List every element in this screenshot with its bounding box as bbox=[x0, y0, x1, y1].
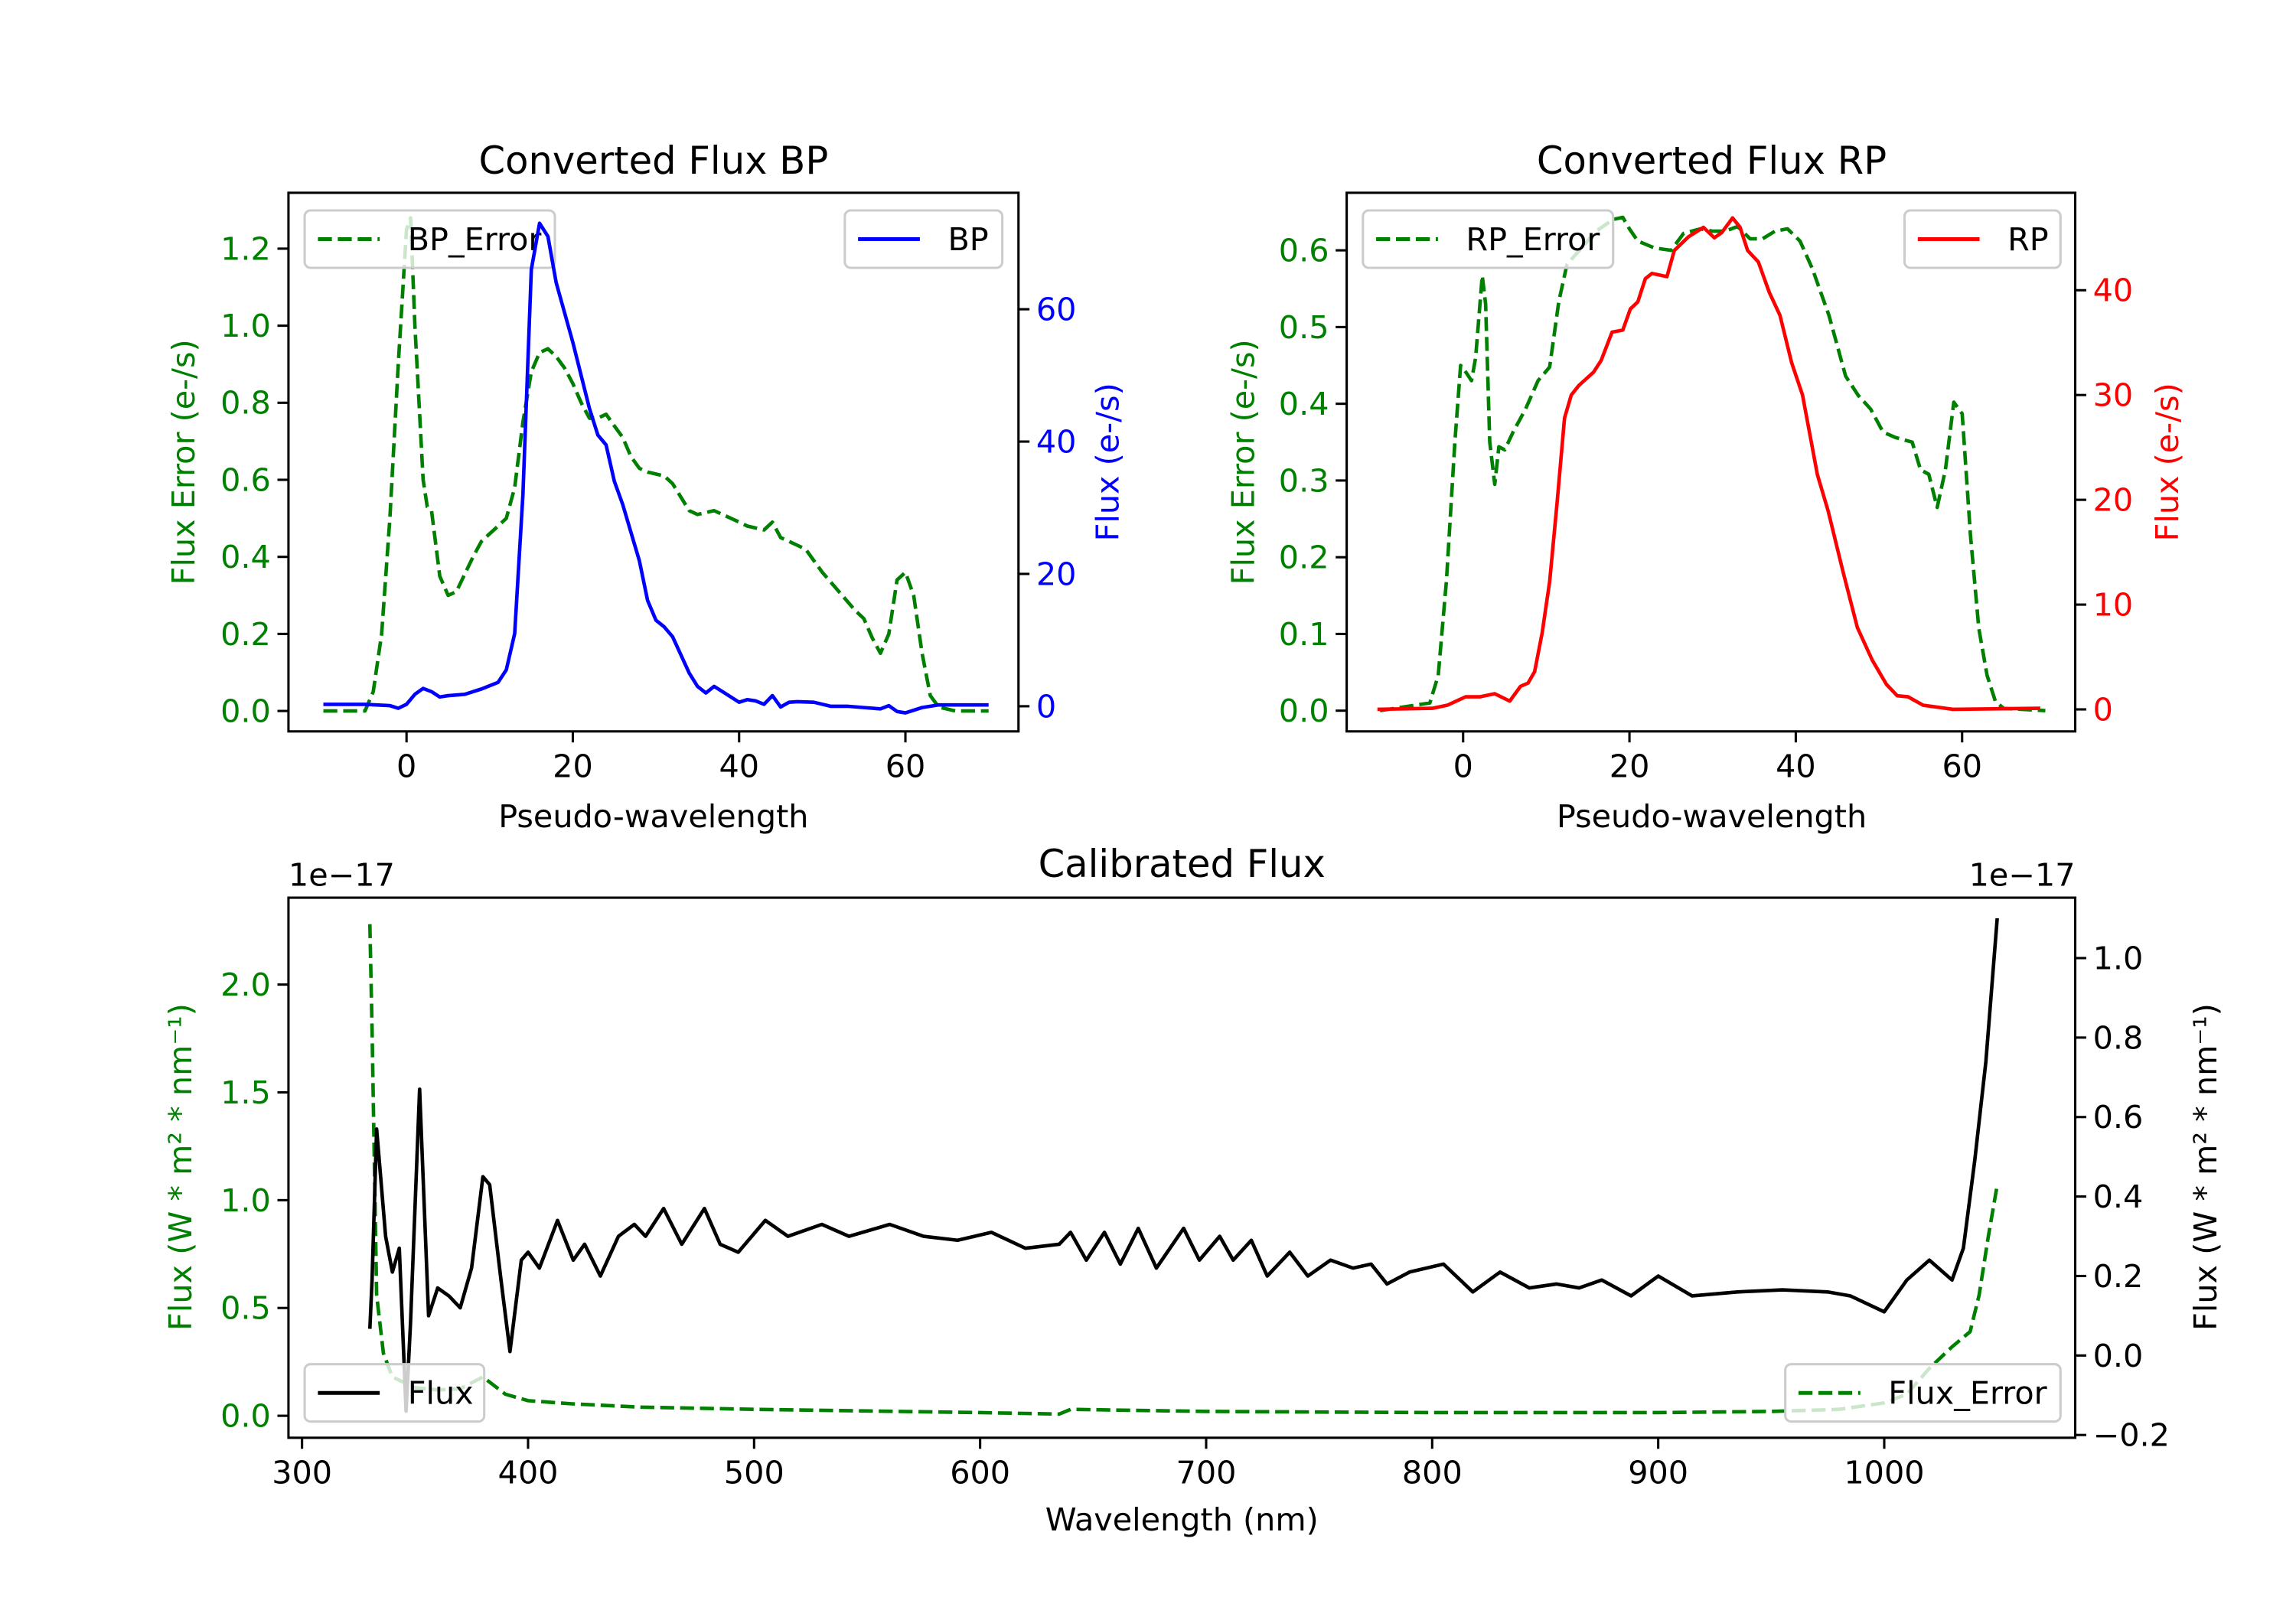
rp-error-legend: RP_Error bbox=[1362, 209, 1615, 269]
y-left-tick-label: 1.5 bbox=[220, 1074, 271, 1111]
y-left-tick-label: 0.2 bbox=[1279, 539, 1329, 576]
y-right-tick-label: 0.4 bbox=[2093, 1178, 2144, 1215]
x-tick-label: 400 bbox=[498, 1454, 559, 1491]
x-tick-label: 1000 bbox=[1844, 1454, 1924, 1491]
y-right-tick-label: 60 bbox=[1036, 292, 1077, 328]
legend-frame bbox=[843, 209, 1004, 269]
flux-line bbox=[367, 918, 1999, 1413]
y-left-tick-label: 0.0 bbox=[220, 1398, 271, 1435]
y-left-tick-label: 0.4 bbox=[220, 539, 271, 575]
y-right-axis-label: Flux (e-/s) bbox=[1090, 383, 1127, 541]
x-tick-label: 20 bbox=[553, 748, 593, 784]
y-right-offset-text: 1e−17 bbox=[1969, 857, 2076, 894]
chart-title: Converted Flux RP bbox=[1537, 139, 1887, 183]
x-axis-label: Pseudo-wavelength bbox=[1557, 798, 1867, 835]
x-tick-label: 600 bbox=[950, 1454, 1010, 1491]
y-left-tick-label: 0.2 bbox=[220, 616, 271, 653]
y-left-tick-label: 1.0 bbox=[220, 308, 271, 344]
y-left-axis-label: Flux Error (e-/s) bbox=[1225, 339, 1261, 585]
x-tick-label: 700 bbox=[1176, 1454, 1237, 1491]
y-right-tick-label: −0.2 bbox=[2093, 1417, 2170, 1454]
rp-legend: RP bbox=[1903, 209, 2062, 269]
y-right-tick-label: 40 bbox=[1036, 423, 1077, 460]
bp-error-line bbox=[323, 216, 989, 713]
x-tick-label: 900 bbox=[1628, 1454, 1688, 1491]
legend-frame bbox=[1903, 209, 2062, 269]
legend-label: Flux bbox=[408, 1375, 474, 1412]
x-tick-label: 0 bbox=[396, 748, 416, 784]
plot-frame bbox=[287, 896, 2077, 1439]
plot-frame bbox=[287, 191, 1020, 733]
x-tick-label: 60 bbox=[1942, 748, 1982, 784]
y-right-tick-label: 0.0 bbox=[2093, 1338, 2144, 1374]
y-right-tick-label: 20 bbox=[1036, 556, 1077, 592]
legend-frame bbox=[303, 209, 556, 269]
y-left-tick-label: 0.4 bbox=[1279, 386, 1329, 422]
y-right-tick-label: 0.8 bbox=[2093, 1019, 2144, 1056]
legend-label: RP_Error bbox=[1466, 221, 1600, 258]
legend-frame bbox=[1784, 1363, 2062, 1423]
legend-label: BP_Error bbox=[408, 221, 542, 258]
y-left-tick-label: 0.5 bbox=[220, 1290, 271, 1327]
y-left-tick-label: 1.0 bbox=[220, 1182, 271, 1219]
rp-error-line bbox=[1379, 215, 2046, 712]
x-tick-label: 20 bbox=[1609, 748, 1650, 784]
y-right-tick-label: 0.2 bbox=[2093, 1258, 2144, 1295]
y-left-tick-label: 0.5 bbox=[1279, 309, 1329, 346]
x-tick-label: 60 bbox=[885, 748, 926, 784]
y-left-tick-label: 1.2 bbox=[220, 230, 271, 267]
y-right-tick-label: 40 bbox=[2093, 272, 2134, 309]
y-right-tick-label: 0 bbox=[1036, 688, 1056, 725]
y-left-tick-label: 0.1 bbox=[1279, 616, 1329, 653]
flux-legend: Flux bbox=[303, 1363, 486, 1423]
y-left-axis-label: Flux (W * m² * nm⁻¹) bbox=[162, 1003, 199, 1331]
x-axis-label: Pseudo-wavelength bbox=[498, 798, 808, 835]
y-left-tick-label: 0.0 bbox=[220, 693, 271, 730]
x-tick-label: 800 bbox=[1402, 1454, 1463, 1491]
legend-label: Flux_Error bbox=[1888, 1375, 2047, 1412]
legend-label: BP bbox=[947, 221, 988, 258]
y-left-tick-label: 0.6 bbox=[1279, 233, 1329, 269]
x-tick-label: 40 bbox=[719, 748, 759, 784]
y-left-tick-label: 0.8 bbox=[220, 385, 271, 422]
chart-title: Converted Flux BP bbox=[478, 139, 828, 183]
y-right-axis-label: Flux (e-/s) bbox=[2149, 383, 2186, 541]
cal-chart: 300 400 500 600 700 800 900 1000 0.0 0.5 1.0 1.5 2.0… bbox=[162, 842, 2224, 1538]
y-right-tick-label: 0 bbox=[2093, 691, 2113, 728]
y-right-tick-label: 0.6 bbox=[2093, 1099, 2144, 1136]
rp-line bbox=[1377, 216, 2040, 712]
x-axis-label: Wavelength (nm) bbox=[1045, 1501, 1319, 1538]
y-left-tick-label: 0.3 bbox=[1279, 462, 1329, 499]
rp-chart: 0 20 40 60 0.0 0.1 0.2 0.3 0.4 0.5 0.6 0 10 20 30 40 Con… bbox=[1225, 139, 2186, 835]
chart-title: Calibrated Flux bbox=[1039, 842, 1326, 886]
y-left-axis-label: Flux Error (e-/s) bbox=[165, 339, 202, 585]
flux-error-legend: Flux_Error bbox=[1784, 1363, 2062, 1423]
y-right-tick-label: 30 bbox=[2093, 377, 2134, 414]
y-right-tick-label: 1.0 bbox=[2093, 940, 2144, 976]
flux-error-line bbox=[367, 924, 1999, 1416]
y-left-tick-label: 0.6 bbox=[220, 461, 271, 498]
x-tick-label: 300 bbox=[272, 1454, 332, 1491]
y-left-tick-label: 2.0 bbox=[220, 966, 271, 1003]
x-tick-label: 500 bbox=[724, 1454, 784, 1491]
bp-error-legend: BP_Error bbox=[303, 209, 556, 269]
y-left-tick-label: 0.0 bbox=[1279, 693, 1329, 729]
plot-frame bbox=[1345, 191, 2077, 733]
legend-label: RP bbox=[2007, 221, 2049, 258]
x-tick-label: 0 bbox=[1453, 748, 1473, 784]
bp-chart: 0 20 40 60 0.0 0.2 0.4 0.6 0.8 1.0 1.2 0 20 40 60 Conve… bbox=[165, 139, 1127, 835]
y-left-offset-text: 1e−17 bbox=[289, 857, 395, 894]
legend-frame bbox=[1362, 209, 1615, 269]
bp-legend: BP bbox=[843, 209, 1004, 269]
y-right-tick-label: 10 bbox=[2093, 587, 2134, 624]
y-right-tick-label: 20 bbox=[2093, 482, 2134, 519]
y-right-axis-label: Flux (W * m² * nm⁻¹) bbox=[2187, 1003, 2224, 1331]
x-tick-label: 40 bbox=[1776, 748, 1816, 784]
legend-frame bbox=[303, 1363, 486, 1423]
bp-line bbox=[323, 221, 989, 715]
